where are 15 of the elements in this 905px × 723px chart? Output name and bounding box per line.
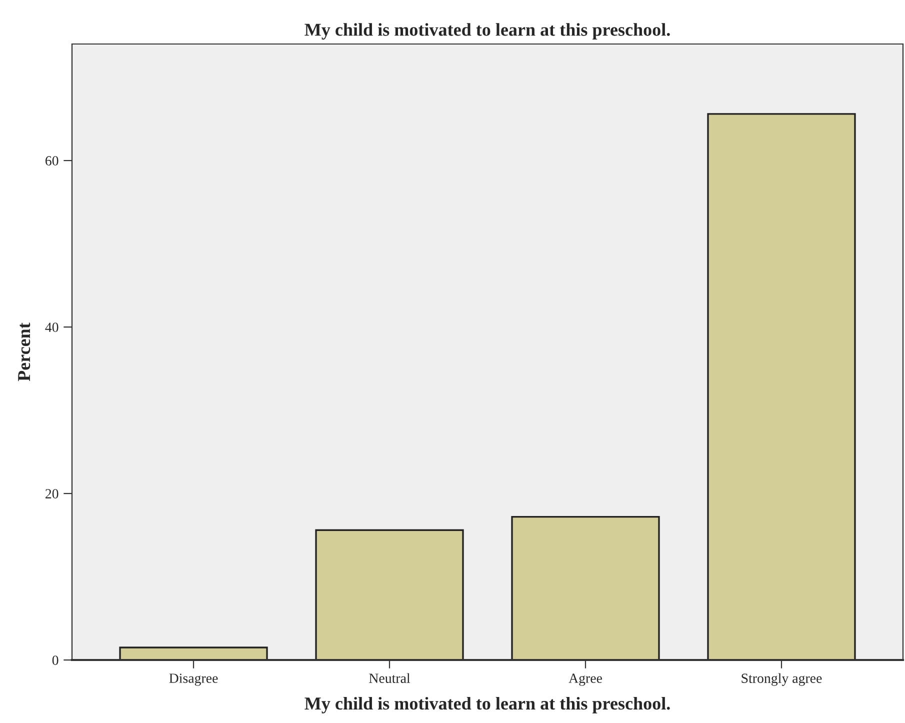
y-tick-label: 0 (52, 656, 58, 665)
chart-title: My child is motivated to learn at this preschool. (304, 23, 670, 40)
x-tick-label: Neutral (369, 673, 410, 683)
y-tick-label: 40 (45, 322, 58, 332)
bar (707, 113, 856, 660)
x-tick-label: Agree (568, 674, 602, 686)
y-tick-label: 20 (46, 489, 58, 498)
x-axis-title: My child is motivated to learn at this preschool. (304, 696, 670, 714)
bar (315, 529, 464, 660)
bar (119, 646, 268, 660)
y-axis-title: Percent (18, 322, 30, 382)
x-tick-label: Disagree (169, 674, 218, 686)
y-tick-label: 60 (46, 156, 58, 166)
x-tick-label: Strongly agree (742, 673, 822, 686)
bar (511, 516, 660, 660)
